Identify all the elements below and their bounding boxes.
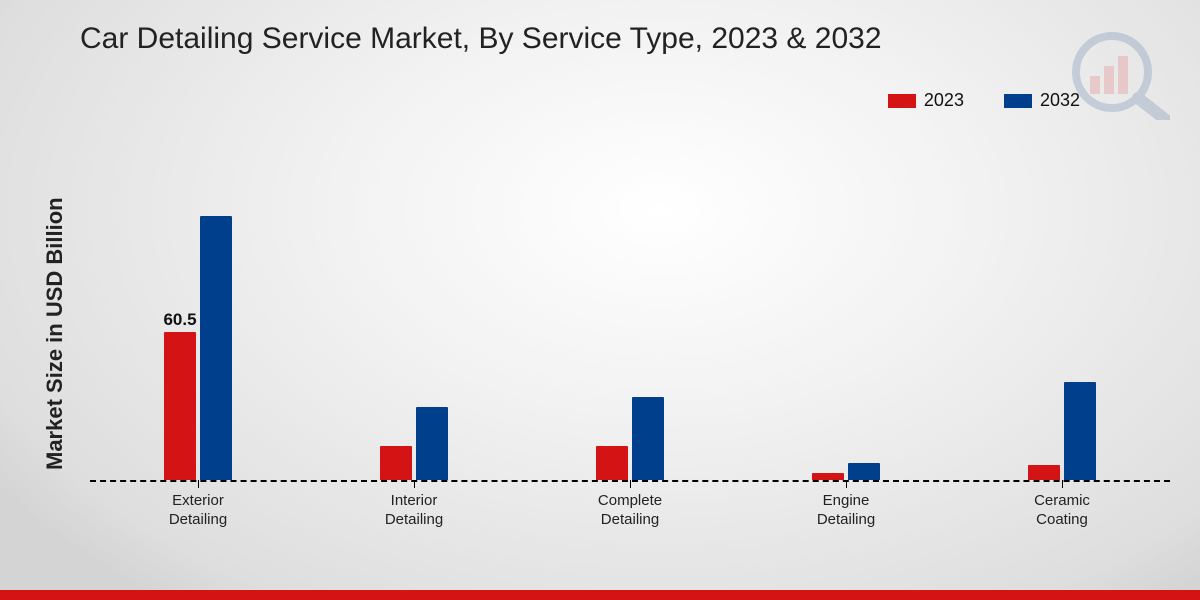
category-label: Complete Detailing	[598, 492, 662, 530]
bar-2032	[416, 407, 448, 480]
legend-label-2023: 2023	[924, 90, 964, 111]
legend-item-2023: 2023	[888, 90, 964, 111]
bar-value-label: 60.5	[163, 310, 196, 330]
x-tick-mark	[198, 480, 199, 488]
category-label: Interior Detailing	[385, 492, 443, 530]
legend-item-2032: 2032	[1004, 90, 1080, 111]
legend-swatch-2032	[1004, 94, 1032, 108]
y-axis-label: Market Size in USD Billion	[42, 197, 68, 470]
bar-2023	[812, 473, 844, 480]
chart-page: Car Detailing Service Market, By Service…	[0, 0, 1200, 600]
brand-logo	[1070, 30, 1170, 120]
bar-2023	[380, 446, 412, 480]
x-tick-mark	[1062, 480, 1063, 488]
x-tick-mark	[630, 480, 631, 488]
category-label: Exterior Detailing	[169, 492, 227, 530]
chart-title: Car Detailing Service Market, By Service…	[80, 22, 882, 56]
x-tick-mark	[414, 480, 415, 488]
category-label: Ceramic Coating	[1034, 492, 1090, 530]
bar-2032	[848, 463, 880, 480]
legend-swatch-2023	[888, 94, 916, 108]
bar-2023	[164, 332, 196, 480]
bar-chart: Exterior DetailingInterior DetailingComp…	[90, 150, 1170, 480]
bar-2032	[632, 397, 664, 480]
bar-2023	[596, 446, 628, 480]
footer-accent-bar	[0, 590, 1200, 600]
x-tick-mark	[846, 480, 847, 488]
bar-2023	[1028, 465, 1060, 480]
category-label: Engine Detailing	[817, 492, 875, 530]
legend-label-2032: 2032	[1040, 90, 1080, 111]
bar-2032	[200, 216, 232, 480]
bar-2032	[1064, 382, 1096, 480]
legend: 2023 2032	[888, 90, 1080, 111]
